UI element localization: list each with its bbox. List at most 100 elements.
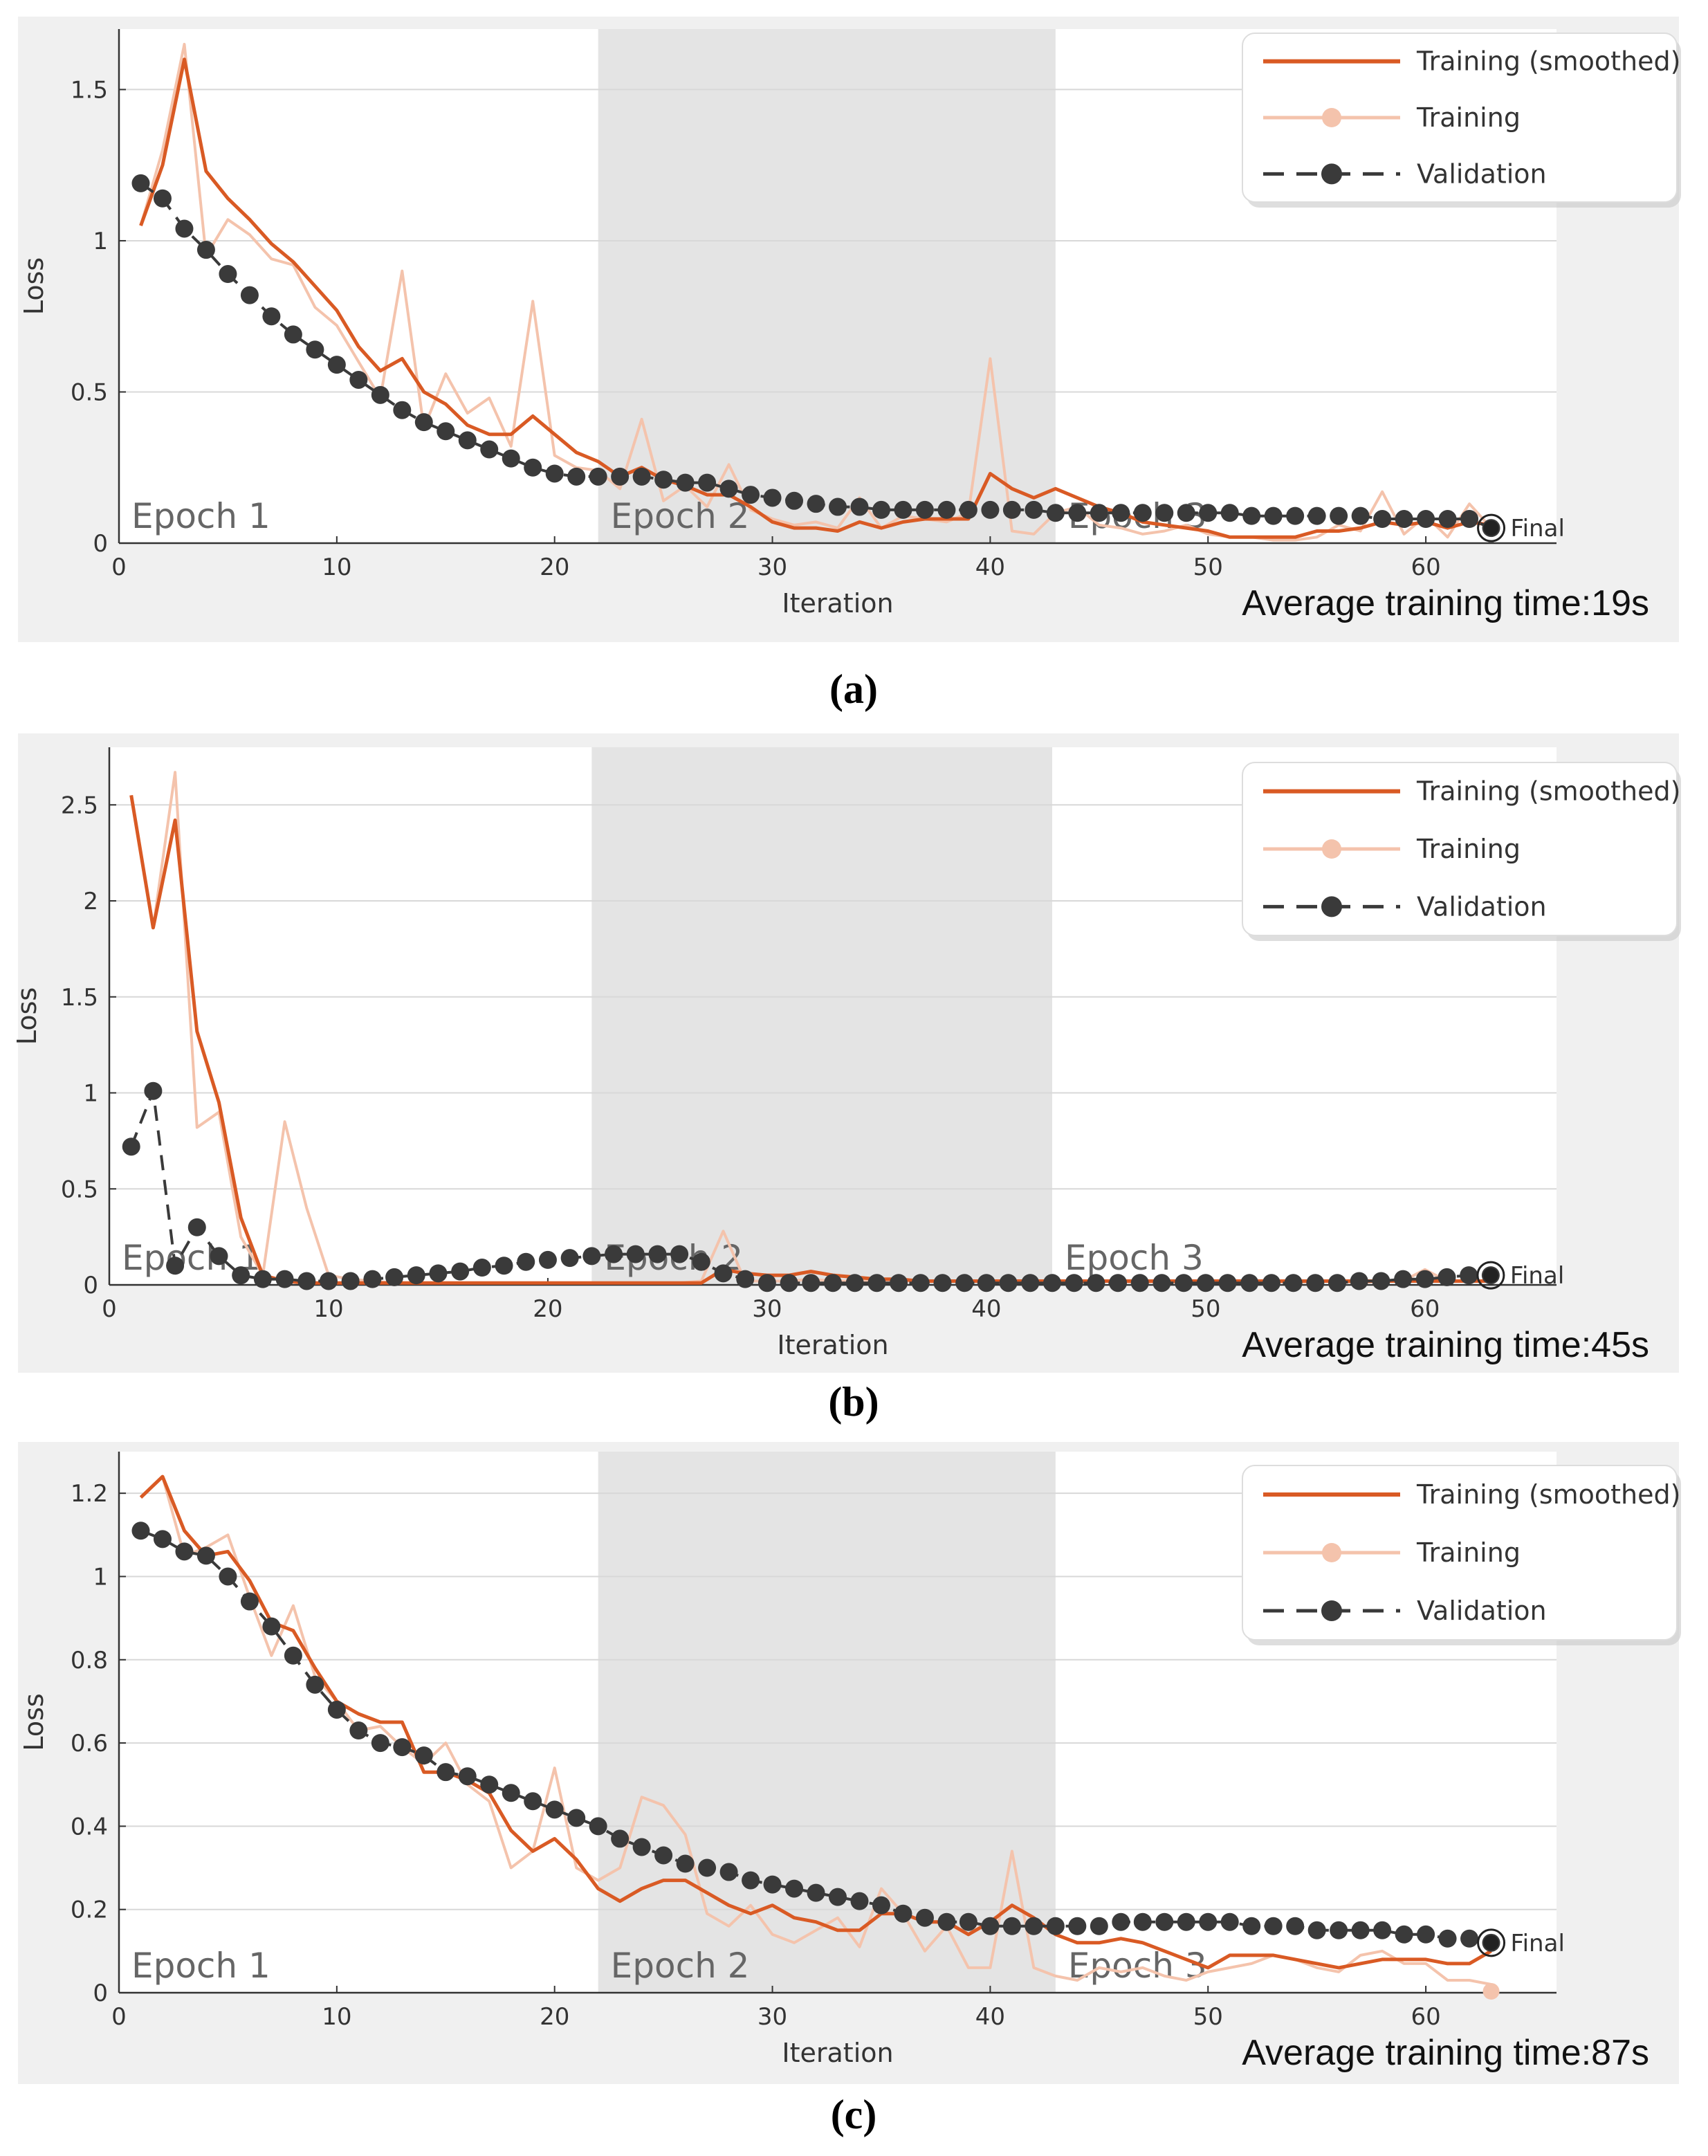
- validation-point: [1153, 1274, 1171, 1292]
- training-series-line: [139, 42, 1492, 542]
- validation-point: [1350, 1272, 1368, 1290]
- validation-point: [670, 1245, 689, 1263]
- validation-point: [676, 473, 695, 492]
- validation-point: [122, 1138, 140, 1156]
- final-marker-dot: [1482, 1268, 1498, 1283]
- x-tick-label: 60: [1410, 1295, 1440, 1323]
- chart-panel-b: 0 0.5 1 1.5 2 2.5 0 10 20 30 40 50 60 Loss Iteration Ep…: [12, 733, 1681, 1425]
- validation-point: [1199, 504, 1218, 522]
- validation-point: [1438, 1268, 1456, 1286]
- validation-point: [175, 219, 194, 238]
- legend-label: Training: [1416, 1537, 1521, 1568]
- x-tick-label: 40: [975, 554, 1005, 581]
- validation-point: [1306, 1274, 1325, 1292]
- x-tick-label: 30: [757, 2003, 787, 2031]
- validation-point: [1002, 500, 1021, 519]
- x-tick-label: 60: [1411, 2003, 1440, 2031]
- validation-point: [1068, 504, 1087, 522]
- validation-point: [611, 467, 630, 486]
- validation-point: [1264, 1917, 1283, 1935]
- validation-point: [611, 1829, 630, 1848]
- validation-point: [1373, 510, 1392, 529]
- legend-label: Validation: [1417, 1596, 1547, 1626]
- validation-point: [240, 1592, 259, 1611]
- validation-point: [654, 1846, 673, 1865]
- final-label: Final: [1510, 1262, 1564, 1290]
- validation-point: [736, 1270, 755, 1288]
- validation-point: [1025, 500, 1043, 519]
- validation-point: [632, 467, 651, 486]
- average-training-time: Average training time:19s: [1242, 583, 1649, 623]
- validation-point: [1286, 1917, 1305, 1935]
- y-axis-label: Loss: [12, 987, 42, 1045]
- y-tick-label: 0.2: [71, 1897, 108, 1924]
- validation-point: [407, 1266, 425, 1285]
- validation-point: [780, 1274, 798, 1292]
- validation-point: [175, 1542, 194, 1561]
- validation-point: [1417, 510, 1435, 529]
- validation-point: [937, 500, 956, 519]
- validation-point: [253, 1270, 272, 1288]
- validation-point: [959, 500, 977, 519]
- validation-point: [915, 500, 934, 519]
- validation-point: [371, 1734, 389, 1753]
- validation-point: [219, 265, 237, 284]
- y-tick-label: 1: [83, 1080, 98, 1108]
- legend-label: Validation: [1417, 891, 1547, 922]
- validation-point: [210, 1247, 228, 1266]
- validation-point: [785, 491, 804, 510]
- validation-point: [1177, 1912, 1195, 1931]
- x-tick-label: 30: [752, 1295, 782, 1323]
- y-tick-label: 0.6: [71, 1730, 108, 1757]
- legend-label: Training (smoothed): [1416, 776, 1680, 807]
- validation-point: [1438, 510, 1457, 529]
- validation-point: [1460, 1266, 1478, 1285]
- validation-point: [306, 340, 324, 359]
- validation-point: [1130, 1274, 1149, 1292]
- validation-point: [654, 471, 673, 489]
- y-tick-label: 0.4: [71, 1813, 108, 1840]
- validation-point: [1068, 1917, 1087, 1935]
- validation-point: [363, 1270, 382, 1288]
- y-tick-label: 1: [93, 1563, 108, 1591]
- validation-point: [187, 1218, 206, 1236]
- chart-panel-a: 0 0.5 1 1.5 0 10 20 30 40 50 60 Loss Iteration Epoch …: [18, 17, 1681, 712]
- smoothed-series-line: [139, 1474, 1492, 1970]
- validation-point: [937, 1912, 956, 1931]
- validation-point: [517, 1252, 535, 1271]
- x-tick-label: 40: [975, 2003, 1005, 2031]
- validation-point: [1090, 1917, 1108, 1935]
- validation-point: [480, 1775, 499, 1794]
- x-axis-label: Iteration: [782, 588, 893, 619]
- validation-point: [538, 1250, 557, 1269]
- validation-point: [981, 1917, 1000, 1935]
- x-axis-label: Iteration: [782, 2038, 893, 2068]
- validation-point: [1155, 504, 1174, 522]
- validation-point: [297, 1272, 316, 1290]
- y-tick-label: 2.5: [61, 792, 98, 819]
- validation-point: [1262, 1274, 1280, 1292]
- validation-point: [480, 440, 499, 459]
- x-tick-label: 50: [1191, 1295, 1220, 1323]
- validation-point: [1218, 1274, 1237, 1292]
- validation-point: [742, 1871, 760, 1890]
- panel-label: (b): [828, 1379, 879, 1425]
- validation-point: [1328, 1274, 1347, 1292]
- chart-panel-c: 0 0.2 0.4 0.6 0.8 1 1.2 0 10 20 30 40 50 60 Loss Iterat…: [18, 1442, 1681, 2137]
- x-tick-label: 40: [971, 1295, 1001, 1323]
- validation-point: [240, 286, 259, 304]
- final-marker: [1476, 1261, 1505, 1290]
- validation-point: [757, 1274, 776, 1292]
- final-label: Final: [1511, 1930, 1565, 1957]
- validation-point: [429, 1264, 448, 1283]
- x-tick-label: 20: [540, 554, 569, 581]
- validation-point: [349, 1721, 368, 1740]
- validation-point: [219, 1567, 237, 1586]
- validation-point: [262, 307, 281, 326]
- validation-point: [648, 1245, 667, 1263]
- validation-point: [232, 1266, 250, 1285]
- y-tick-label: 0: [83, 1272, 98, 1299]
- validation-point: [1112, 504, 1130, 522]
- y-tick-label: 0.5: [61, 1176, 98, 1203]
- validation-point: [1264, 506, 1283, 525]
